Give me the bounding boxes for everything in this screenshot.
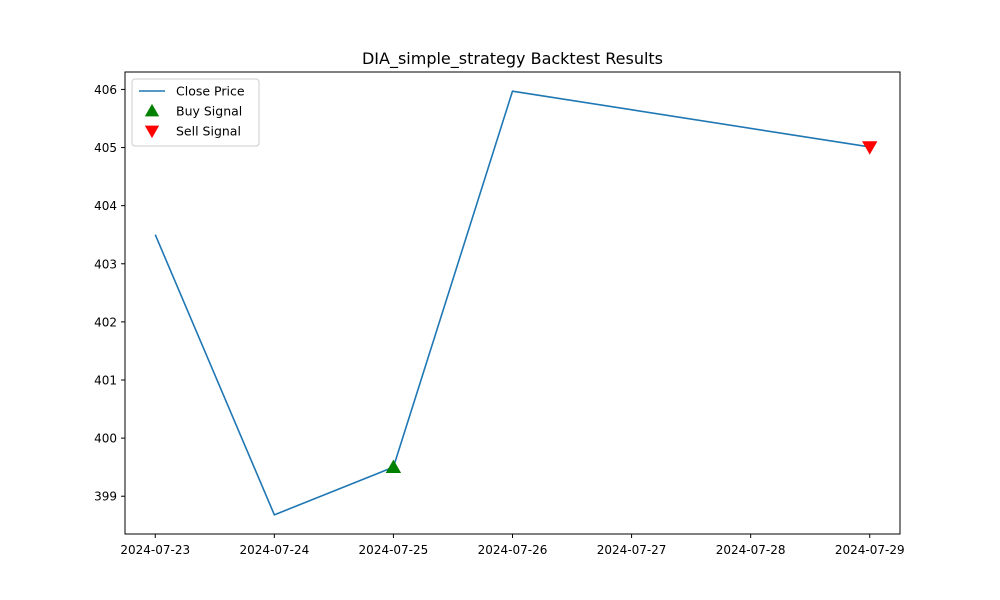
y-tick-label: 405 (94, 141, 117, 155)
y-tick-label: 406 (94, 83, 117, 97)
plot-layer (154, 90, 878, 516)
y-tick-label: 400 (94, 432, 117, 446)
x-tick-label: 2024-07-28 (716, 543, 786, 557)
x-tick-label: 2024-07-29 (835, 543, 905, 557)
x-tick-label: 2024-07-23 (120, 543, 190, 557)
sell-signal-marker (862, 141, 878, 155)
x-tick-label: 2024-07-26 (478, 543, 548, 557)
plot-area (125, 72, 900, 534)
y-tick-label: 403 (94, 257, 117, 271)
chart-title: DIA_simple_strategy Backtest Results (362, 49, 663, 69)
y-tick-label: 404 (94, 199, 117, 213)
legend-swatch-sell-signal (144, 125, 160, 139)
x-tick-label: 2024-07-25 (359, 543, 429, 557)
legend: Close Price Buy Signal Sell Signal (131, 78, 260, 147)
y-axis: 399 400 401 402 403 404 405 406 (94, 83, 125, 504)
y-tick-label: 401 (94, 374, 117, 388)
legend-label: Close Price (176, 84, 245, 99)
x-tick-label: 2024-07-27 (597, 543, 667, 557)
y-tick-label: 399 (94, 490, 117, 504)
plot-frame (124, 71, 901, 535)
legend-label: Buy Signal (176, 104, 242, 119)
legend-swatch-buy-signal (144, 103, 160, 117)
legend-label: Sell Signal (176, 124, 241, 139)
buy-signal-marker (385, 459, 402, 473)
x-tick-label: 2024-07-24 (239, 543, 309, 557)
legend-box (131, 78, 260, 147)
x-axis: 2024-07-23 2024-07-24 2024-07-25 2024-07-26… (120, 534, 905, 557)
y-tick-label: 402 (94, 315, 117, 329)
